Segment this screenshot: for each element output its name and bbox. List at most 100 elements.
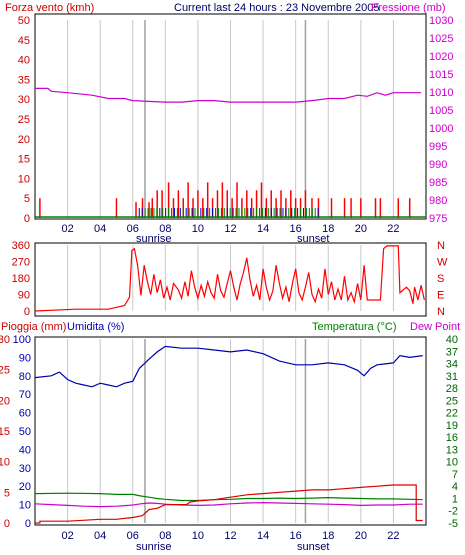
wind-speed-tick: 10	[18, 173, 30, 185]
wind-speed-tick: 20	[18, 134, 30, 146]
rain-tick: 15	[0, 426, 10, 438]
rain-line	[35, 484, 423, 524]
wind-direction-degree-tick: 360	[12, 240, 30, 252]
hour-tick-label: 08	[159, 223, 171, 235]
humidity-line	[34, 345, 423, 388]
wind-direction-degree-tick: 180	[12, 273, 30, 285]
wind-direction-line	[34, 245, 425, 312]
wind-direction-degree-tick: 90	[18, 290, 30, 302]
compass-tick: W	[437, 257, 448, 269]
sunrise-label: sunrise	[136, 233, 171, 245]
wind-speed-tick: 0	[24, 213, 30, 225]
wind-pressure-grid	[67, 20, 394, 218]
pressure-tick: 1005	[429, 105, 453, 117]
temperature-tick: 25	[446, 395, 458, 407]
rain-tick: 25	[0, 365, 10, 377]
temperature-tick: 13	[446, 444, 458, 456]
hour-tick-label: 20	[355, 223, 367, 235]
wind-direction-degree-tick: 0	[24, 306, 30, 318]
temperature-axis-title: Temperatura (°C)	[312, 321, 396, 333]
compass-tick: E	[437, 290, 444, 302]
humidity-tick: 100	[13, 334, 31, 346]
wind-speed-tick: 25	[18, 114, 30, 126]
hour-tick-label: 10	[192, 530, 204, 542]
pressure-tick: 995	[429, 141, 447, 153]
temperature-tick: 16	[446, 432, 458, 444]
sunset-label-lower: sunset	[297, 541, 329, 553]
pressure-line	[35, 87, 422, 103]
rain-tick: 0	[4, 518, 10, 530]
hour-tick-label: 18	[322, 530, 334, 542]
wind-speed-tick: 15	[18, 154, 30, 166]
humidity-tick: 10	[19, 500, 31, 512]
pressure-tick: 1000	[429, 123, 453, 135]
hour-tick-label: 12	[224, 223, 236, 235]
wind-speed-tick: 30	[18, 94, 30, 106]
hour-tick-label: 18	[322, 223, 334, 235]
wind-speed-tick: 45	[18, 35, 30, 47]
rain-tick: 5	[4, 487, 10, 499]
hour-tick-label: 12	[224, 530, 236, 542]
temperature-tick: 22	[446, 408, 458, 420]
compass-tick: N	[437, 240, 445, 252]
rain-tick: 20	[0, 395, 10, 407]
pressure-lines	[35, 87, 422, 103]
rain-tick: 30	[0, 334, 10, 346]
temperature-tick: 19	[446, 420, 458, 432]
pressure-tick: 1010	[429, 87, 453, 99]
temperature-tick: 1	[452, 493, 458, 505]
humidity-tick: 30	[19, 463, 31, 475]
wind-speed-tick: 50	[18, 15, 30, 27]
pressure-tick: 985	[429, 177, 447, 189]
rain-humidity-temperature-lines	[34, 345, 423, 524]
pressure-tick: 1015	[429, 69, 453, 81]
humidity-tick: 50	[19, 426, 31, 438]
wind-speed-tick: 40	[18, 55, 30, 67]
pressure-tick-labels: 975 980 985 990 995 1000 1005 1010 1015 1020 1025 1…	[429, 15, 453, 225]
temperature-tick: 34	[446, 359, 458, 371]
humidity-tick: 90	[19, 352, 31, 364]
sunset-label: sunset	[297, 233, 329, 245]
temperature-tick: 4	[452, 481, 458, 493]
temperature-tick: 31	[446, 371, 458, 383]
pressure-tick: 980	[429, 195, 447, 207]
hour-tick-label: 20	[355, 530, 367, 542]
wind-direction-degree-labels: 0 90 180 270 360	[12, 240, 30, 318]
pressure-tick: 1020	[429, 51, 453, 63]
wind-speed-axis-title: Forza vento (kmh)	[5, 2, 94, 14]
hour-tick-label: 06	[127, 530, 139, 542]
pressure-tick: 1030	[429, 15, 453, 27]
hour-tick-label: 08	[159, 530, 171, 542]
wind-speed-tick: 35	[18, 74, 30, 86]
wind-speed-tick: 5	[24, 193, 30, 205]
temperature-tick: 7	[452, 469, 458, 481]
hour-tick-label: 22	[387, 223, 399, 235]
pressure-axis-title: Pressione (mb)	[371, 2, 446, 14]
hour-tick-label: 14	[257, 223, 269, 235]
temperature-tick: 40	[446, 334, 458, 346]
wind-pressure-hour-labels: 02 04 06 08 10 12 14 16 18 20 22	[61, 223, 399, 235]
wind-speed-tick-labels: 0 5 10 15 20 25 30 35 40 45 50	[18, 15, 30, 225]
temperature-line	[34, 492, 423, 502]
humidity-tick: 0	[25, 518, 31, 530]
dewpoint-line	[34, 501, 423, 508]
humidity-tick: 70	[19, 389, 31, 401]
compass-tick: N	[437, 306, 445, 318]
hour-tick-label: 16	[290, 530, 302, 542]
pressure-tick: 1025	[429, 33, 453, 45]
hour-tick-label: 10	[192, 223, 204, 235]
hour-tick-label: 14	[257, 530, 269, 542]
hour-tick-label: 06	[127, 223, 139, 235]
humidity-tick: 60	[19, 408, 31, 420]
temperature-tick: -5	[448, 518, 458, 530]
hour-tick-label: 04	[94, 530, 106, 542]
rain-humidity-tick-labels: 0 5 10 15 20 25 30 0 10 20 30 40 50 60 70 80 90 100	[0, 334, 31, 530]
wind-direction-degree-tick: 270	[12, 257, 30, 269]
temperature-tick: 10	[446, 457, 458, 469]
hour-tick-label: 02	[61, 223, 73, 235]
